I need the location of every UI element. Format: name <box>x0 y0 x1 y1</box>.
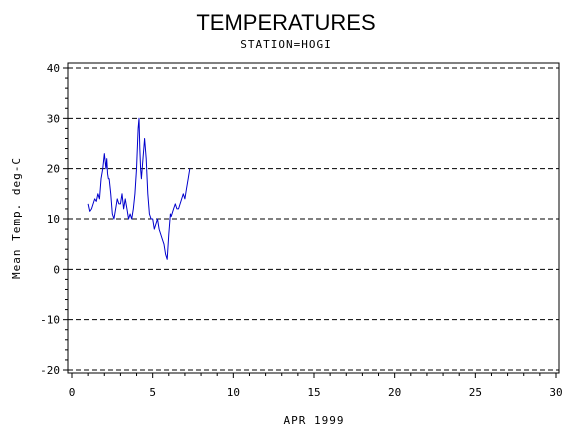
y-tick-label: 10 <box>47 213 60 226</box>
gridlines <box>68 67 559 371</box>
y-tick-label: 0 <box>53 263 60 276</box>
y-tick-label: 30 <box>47 112 60 125</box>
plot-frame <box>67 62 560 374</box>
series-line <box>87 117 191 260</box>
x-tick-label: 25 <box>469 386 482 399</box>
y-axis-label: Mean Temp. deg-C <box>10 157 23 279</box>
x-tick-label: 0 <box>69 386 76 399</box>
x-tick-label: 20 <box>388 386 401 399</box>
y-tick-label: -20 <box>40 364 60 377</box>
y-tick-label: -10 <box>40 314 60 327</box>
x-axis-label: APR 1999 <box>284 414 345 427</box>
x-tick-label: 10 <box>227 386 240 399</box>
x-tick-label: 30 <box>549 386 562 399</box>
y-tick-label: 40 <box>47 62 60 75</box>
y-tick-label: 20 <box>47 163 60 176</box>
series-group <box>87 117 191 260</box>
chart-title: TEMPERATURES <box>196 10 375 35</box>
x-axis: 0 5 10 15 20 25 30 <box>69 373 563 399</box>
x-tick-label: 15 <box>307 386 320 399</box>
y-axis: -20 -10 0 10 20 30 40 <box>40 62 68 377</box>
chart-subtitle: STATION=HOGI <box>240 38 331 51</box>
x-tick-label: 5 <box>149 386 156 399</box>
